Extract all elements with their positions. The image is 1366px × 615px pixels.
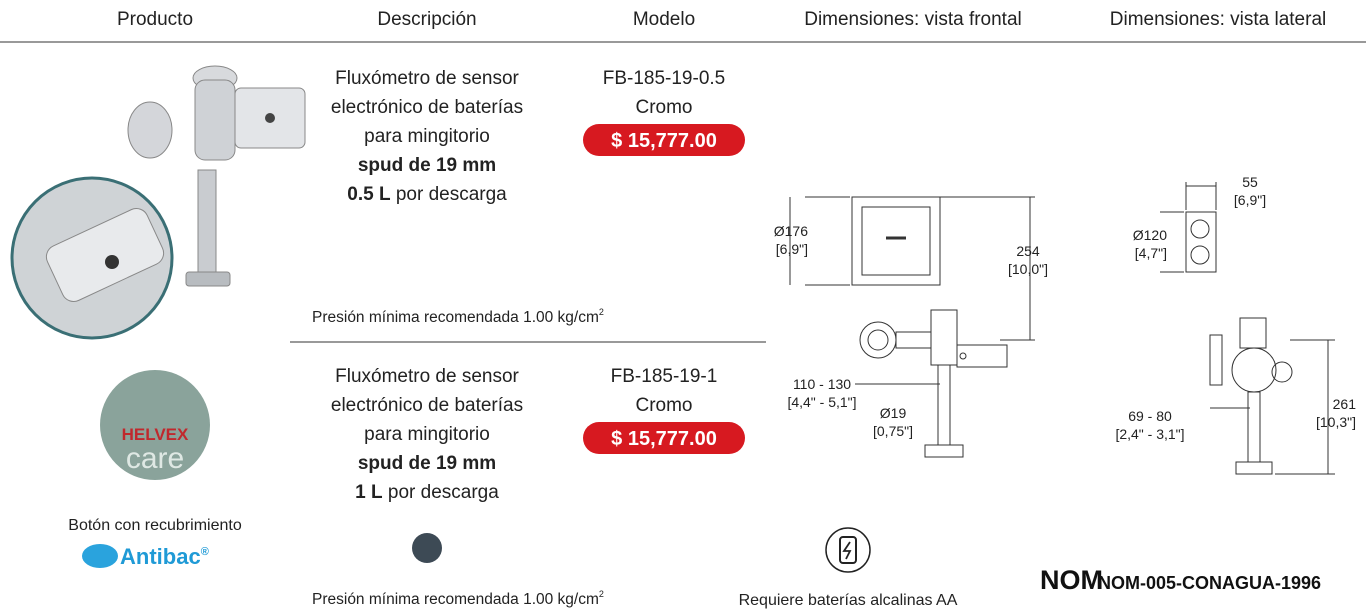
pressure: Presión mínima recomendada 1.00 kg/cm bbox=[312, 591, 599, 608]
dimension-label: 69 - 80 bbox=[1128, 408, 1172, 424]
dimension-label: 110 - 130 bbox=[793, 376, 851, 392]
volume: 0.5 L bbox=[347, 184, 391, 205]
brand-mark: ® bbox=[201, 546, 209, 558]
column-header: Dimensiones: vista frontal bbox=[804, 9, 1022, 30]
finish: Cromo bbox=[635, 97, 692, 118]
volume-line: 0.5 L por descarga bbox=[347, 184, 507, 205]
finish: Cromo bbox=[635, 395, 692, 416]
care-logo: HELVEX care bbox=[100, 370, 210, 480]
description-line: Fluxómetro de sensor bbox=[335, 68, 519, 89]
price: $ 15,777.00 bbox=[611, 428, 717, 450]
column-header: Descripción bbox=[377, 9, 476, 30]
care-brand: HELVEX bbox=[122, 425, 189, 444]
product-photo bbox=[10, 65, 306, 340]
price: $ 15,777.00 bbox=[611, 130, 717, 152]
dimension-label: [10,0"] bbox=[1008, 261, 1048, 277]
pressure-sup: 2 bbox=[599, 307, 604, 317]
pressure-note: Presión mínima recomendada 1.00 kg/cm2 bbox=[312, 307, 604, 326]
volume-suffix: por descarga bbox=[391, 184, 508, 205]
dimension-label: Ø19 bbox=[880, 405, 907, 421]
leed-icon bbox=[412, 533, 442, 563]
description-line: Fluxómetro de sensor bbox=[335, 366, 519, 387]
dimension-label: [4,7"] bbox=[1135, 245, 1167, 261]
spud-size: spud de 19 mm bbox=[358, 453, 496, 474]
spud-size: spud de 19 mm bbox=[358, 155, 496, 176]
brand: Antibac bbox=[120, 544, 201, 569]
model: FB-185-19-0.5 bbox=[603, 68, 726, 89]
battery-note: Requiere baterías alcalinas AA bbox=[739, 592, 958, 609]
norm-mark: NOM bbox=[1040, 565, 1103, 595]
description-line: para mingitorio bbox=[364, 126, 490, 147]
column-header: Modelo bbox=[633, 9, 695, 30]
dimension-label: [0,75"] bbox=[873, 423, 913, 439]
dimension-label: 254 bbox=[1016, 243, 1040, 259]
price-badge bbox=[583, 422, 745, 454]
dimension-label: [10,3"] bbox=[1316, 414, 1356, 430]
battery-icon bbox=[825, 527, 871, 573]
description-line: para mingitorio bbox=[364, 424, 490, 445]
description-line: electrónico de baterías bbox=[331, 97, 523, 118]
care-word: care bbox=[126, 442, 184, 475]
column-header: Producto bbox=[117, 9, 193, 30]
description-line: electrónico de baterías bbox=[331, 395, 523, 416]
model: FB-185-19-1 bbox=[611, 366, 718, 387]
pressure: Presión mínima recomendada 1.00 kg/cm bbox=[312, 309, 599, 326]
coating-label: Botón con recubrimiento bbox=[68, 517, 242, 534]
front-view-drawing bbox=[789, 196, 1035, 458]
dimension-label: [6,9"] bbox=[1234, 192, 1266, 208]
dimension-label: [2,4" - 3,1"] bbox=[1115, 426, 1184, 442]
dimension-label: 55 bbox=[1242, 174, 1258, 190]
price-badge bbox=[583, 124, 745, 156]
dimension-label: Ø120 bbox=[1133, 227, 1167, 243]
dimension-label: [6,9"] bbox=[776, 241, 808, 257]
pressure-sup: 2 bbox=[599, 589, 604, 599]
dimension-label: 261 bbox=[1333, 396, 1357, 412]
pressure-note: Presión mínima recomendada 1.00 kg/cm2 bbox=[312, 589, 604, 608]
side-view-drawing bbox=[1160, 182, 1335, 475]
column-header: Dimensiones: vista lateral bbox=[1110, 9, 1326, 30]
antibac-logo: Antibac® bbox=[82, 544, 209, 569]
dimension-label: [4,4" - 5,1"] bbox=[787, 394, 856, 410]
norm-code: NOM-005-CONAGUA-1996 bbox=[1098, 573, 1321, 593]
antibac-brand: Antibac® bbox=[120, 544, 209, 569]
volume: 1 L bbox=[355, 482, 383, 503]
volume-suffix: por descarga bbox=[383, 482, 500, 503]
volume-line: 1 L por descarga bbox=[355, 482, 499, 503]
dimension-label: Ø176 bbox=[774, 223, 808, 239]
